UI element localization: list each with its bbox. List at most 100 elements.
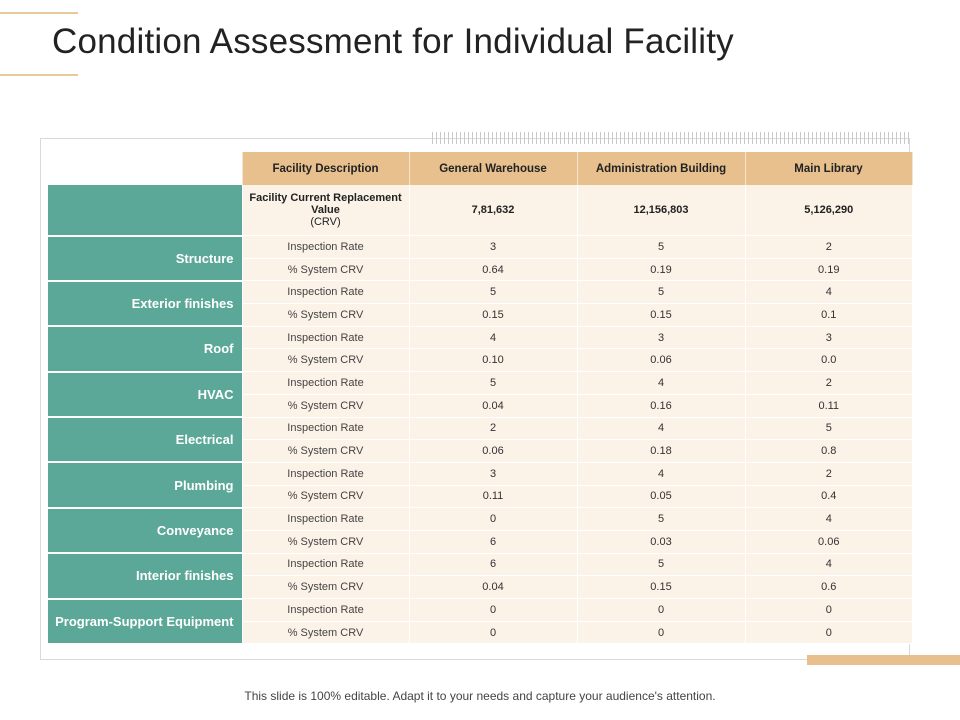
table-row: % System CRV 0.06 0.18 0.8 [48,439,912,463]
value-cell: 5 [576,553,745,577]
value-cell: 0.4 [744,485,912,509]
value-cell: 6 [408,553,577,577]
value-cell: 0.0 [744,348,912,373]
crv-value: 12,156,803 [576,185,745,236]
value-cell: 0 [408,598,577,622]
metric-label: Inspection Rate [241,507,409,531]
value-cell: 0.19 [744,258,912,282]
category-label: Interior finishes [48,553,242,600]
category-label: Exterior finishes [48,280,242,328]
value-cell: 0.04 [408,575,577,599]
category-label: Program-Support Equipment [48,598,242,645]
crv-value: 7,81,632 [408,185,577,236]
value-cell: 5 [408,280,577,305]
gold-accent-bar [807,655,960,665]
value-cell: 3 [744,326,912,350]
table-row: Electrical Inspection Rate 2 4 5 [48,417,912,464]
category-label: Structure [48,235,242,282]
table-row: Exterior finishes Inspection Rate 5 5 4 [48,280,912,328]
metric-label: Inspection Rate [241,417,409,441]
value-cell: 0.10 [408,348,577,373]
table-row: Roof Inspection Rate 4 3 3 [48,326,912,373]
metric-label: % System CRV [241,530,409,554]
metric-label: % System CRV [241,348,409,373]
value-cell: 4 [744,553,912,577]
metric-label: % System CRV [241,485,409,509]
value-cell: 5 [576,280,745,305]
header-facility-description: Facility Description [242,152,410,185]
value-cell: 0.8 [744,439,912,463]
value-cell: 4 [408,326,577,350]
metric-label: % System CRV [241,394,409,418]
metric-label: Inspection Rate [241,553,409,577]
category-label: Conveyance [48,507,242,555]
value-cell: 2 [744,462,912,486]
value-cell: 4 [576,417,745,441]
metric-label: Inspection Rate [241,326,409,350]
value-cell: 3 [408,462,577,486]
table-row: % System CRV 0.04 0.15 0.6 [48,575,912,599]
value-cell: 5 [576,235,745,259]
value-cell: 4 [744,280,912,305]
footer-note: This slide is 100% editable. Adapt it to… [244,689,716,703]
value-cell: 0.11 [408,485,577,509]
value-cell: 0 [408,507,577,531]
table-row: % System CRV 0 0 0 [48,621,912,645]
value-cell: 0 [744,621,912,645]
value-cell: 0.15 [576,303,745,327]
value-cell: 0.6 [744,575,912,599]
value-cell: 3 [408,235,577,259]
metric-label: Inspection Rate [241,598,409,622]
value-cell: 0.06 [576,348,745,373]
metric-label: % System CRV [241,303,409,327]
value-cell: 5 [408,371,577,395]
header-main-library: Main Library [745,152,913,185]
category-label: HVAC [48,371,242,419]
value-cell: 4 [576,371,745,395]
table-row: Interior finishes Inspection Rate 6 5 4 [48,553,912,600]
value-cell: 0.11 [744,394,912,418]
value-cell: 0.15 [576,575,745,599]
value-cell: 4 [744,507,912,531]
metric-label: Inspection Rate [241,235,409,259]
value-cell: 0.03 [576,530,745,554]
table-row: % System CRV 0.10 0.06 0.0 [48,348,912,373]
value-cell: 4 [576,462,745,486]
metric-label: % System CRV [241,439,409,463]
value-cell: 0 [576,621,745,645]
header-administration-building: Administration Building [577,152,746,185]
table-row: Program-Support Equipment Inspection Rate… [48,598,912,645]
metric-label: Inspection Rate [241,371,409,395]
value-cell: 2 [744,235,912,259]
crv-label: Facility Current Replacement Value [249,192,402,216]
crv-value: 5,126,290 [744,185,912,236]
category-label: Electrical [48,417,242,464]
value-cell: 0 [408,621,577,645]
crv-label-cell: Facility Current Replacement Value (CRV) [241,185,409,236]
metric-label: Inspection Rate [241,462,409,486]
bottom-decor-line [0,74,78,76]
category-label: Plumbing [48,462,242,509]
table-row: % System CRV 0.11 0.05 0.4 [48,485,912,509]
table-row: % System CRV 0.15 0.15 0.1 [48,303,912,327]
value-cell: 2 [744,371,912,395]
header-general-warehouse: General Warehouse [409,152,578,185]
page-title: Condition Assessment for Individual Faci… [52,22,734,61]
value-cell: 0.18 [576,439,745,463]
table-row: Plumbing Inspection Rate 3 4 2 [48,462,912,509]
table-row: % System CRV 0.04 0.16 0.11 [48,394,912,418]
metric-label: % System CRV [241,575,409,599]
header-blank [48,152,243,185]
table-row: % System CRV 6 0.03 0.06 [48,530,912,554]
value-cell: 0.16 [576,394,745,418]
value-cell: 2 [408,417,577,441]
value-cell: 6 [408,530,577,554]
table-row: Conveyance Inspection Rate 0 5 4 [48,507,912,555]
value-cell: 0.64 [408,258,577,282]
metric-label: % System CRV [241,258,409,282]
value-cell: 0.19 [576,258,745,282]
crv-category-cell [48,185,242,237]
value-cell: 0 [744,598,912,622]
value-cell: 0.1 [744,303,912,327]
value-cell: 0.06 [408,439,577,463]
